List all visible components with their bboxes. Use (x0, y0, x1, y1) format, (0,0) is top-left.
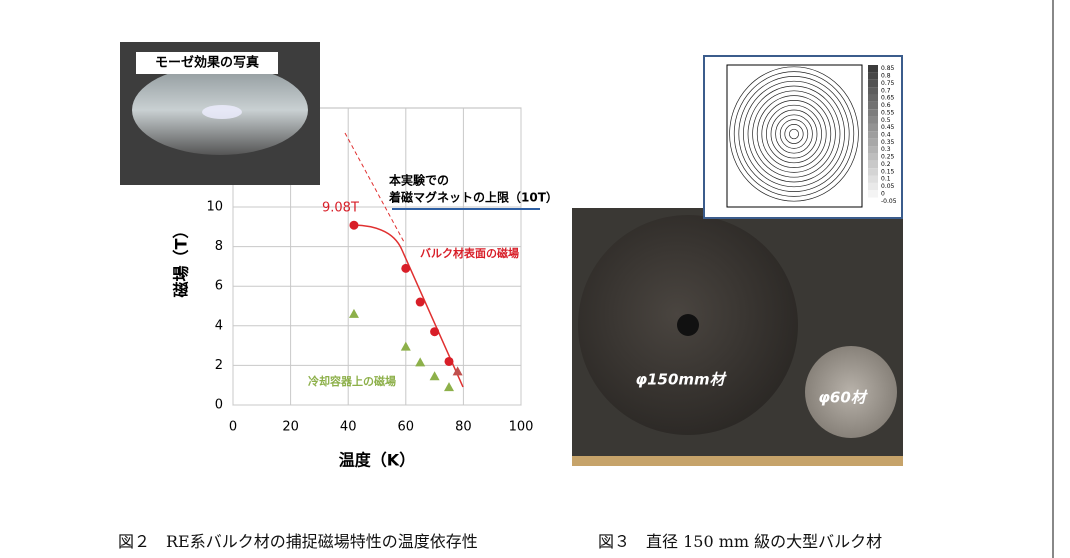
x-tick-label: 100 (509, 420, 534, 435)
colorbar-label: 0.65 (881, 95, 895, 102)
annotation: 9.08T (322, 201, 359, 216)
data-point (349, 220, 359, 230)
contour-line (779, 119, 809, 149)
y-axis-label: 磁場（T） (172, 223, 191, 298)
data-point (444, 356, 454, 366)
small-label: φ60材 (818, 389, 869, 407)
contour-line (733, 71, 855, 197)
y-tick-label: 4 (215, 318, 223, 333)
colorbar-cell (868, 182, 878, 191)
contour-plot (726, 64, 863, 208)
colorbar-label: 0 (881, 190, 885, 197)
colorbar-label: 0.55 (881, 109, 895, 116)
colorbar-label: 0.6 (881, 102, 891, 109)
data-point (444, 382, 454, 392)
contour-line (770, 109, 818, 159)
caption-fig2: 図２ RE系バルク材の捕捉磁場特性の温度依存性 (118, 532, 478, 551)
large-label: φ150mm材 (635, 371, 727, 389)
colorbar-label: -0.05 (881, 198, 897, 205)
small-disk (805, 346, 897, 438)
colorbar-cell (868, 153, 878, 161)
series-label: バルク材表面の磁場 (420, 246, 519, 260)
photo-water (202, 105, 242, 119)
colorbar-cell (868, 190, 878, 198)
x-tick-label: 60 (398, 420, 415, 435)
contour-line (761, 100, 827, 168)
contour-line (743, 80, 845, 188)
x-tick-label: 20 (282, 420, 299, 435)
colorbar-cell (868, 109, 878, 117)
colorbar: 0.850.80.750.70.650.60.550.50.450.40.350… (868, 65, 897, 205)
data-point (401, 263, 411, 273)
colorbar-label: 0.25 (881, 154, 895, 161)
colorbar-label: 0.1 (881, 176, 891, 183)
colorbar-cell (868, 138, 878, 147)
colorbar-cell (868, 175, 878, 183)
colorbar-cell (868, 79, 878, 88)
data-point (452, 366, 463, 376)
photo-label: モーゼ効果の写真 (155, 55, 259, 71)
colorbar-label: 0.45 (881, 124, 895, 131)
contour-line (756, 95, 832, 173)
contour-line (729, 66, 859, 202)
colorbar-cell (868, 101, 878, 110)
colorbar-label: 0.2 (881, 161, 891, 168)
colorbar-cell (868, 160, 878, 169)
annotation: 本実験での (389, 173, 449, 188)
data-point (430, 327, 440, 337)
colorbar-label: 0.85 (881, 65, 895, 72)
colorbar-label: 0.3 (881, 146, 891, 153)
disk-hole (677, 314, 699, 336)
colorbar-cell (868, 146, 878, 154)
annotation: 着磁マグネットの上限（10T） (388, 190, 558, 205)
colorbar-cell (868, 197, 878, 205)
colorbar-label: 0.5 (881, 117, 891, 124)
colorbar-cell (868, 131, 878, 139)
colorbar-label: 0.75 (881, 80, 895, 87)
data-point (415, 297, 425, 307)
colorbar-label: 0.05 (881, 183, 895, 190)
contours (729, 66, 859, 202)
colorbar-cell (868, 72, 878, 80)
contour-line (784, 124, 804, 144)
photo-label-box (136, 52, 278, 74)
y-tick-label: 8 (215, 239, 223, 254)
colorbar-cell (868, 168, 878, 176)
colorbar-label: 0.7 (881, 87, 891, 94)
x-tick-label: 40 (340, 420, 357, 435)
colorbar-cell (868, 94, 878, 102)
data-point (415, 357, 426, 367)
data-point (429, 371, 440, 381)
contour-line (775, 114, 813, 154)
colorbar-cell (868, 87, 878, 95)
y-tick-label: 2 (215, 358, 223, 373)
y-tick-label: 10 (206, 200, 223, 215)
series-label: 冷却容器上の磁場 (308, 374, 396, 388)
x-tick-label: 80 (455, 420, 472, 435)
contour-line (752, 90, 836, 178)
contour-line (766, 104, 822, 164)
x-axis-label: 温度（K） (338, 451, 415, 470)
y-tick-label: 0 (215, 398, 223, 413)
colorbar-label: 0.8 (881, 73, 891, 80)
ruler (572, 456, 903, 466)
contour-line (789, 128, 799, 140)
data-point (348, 308, 359, 318)
colorbar-label: 0.4 (881, 132, 891, 139)
fit-curve (353, 224, 464, 388)
colorbar-cell (868, 65, 878, 73)
x-tick-label: 0 (229, 420, 237, 435)
colorbar-cell (868, 116, 878, 124)
contour-line (747, 85, 841, 183)
y-tick-label: 6 (215, 279, 223, 294)
data-point (400, 341, 411, 351)
caption-fig3: 図３ 直径 150 mm 級の大型バルク材 (598, 532, 883, 551)
colorbar-label: 0.15 (881, 168, 895, 175)
colorbar-label: 0.35 (881, 139, 895, 146)
colorbar-cell (868, 123, 878, 132)
contour-line (738, 76, 850, 192)
